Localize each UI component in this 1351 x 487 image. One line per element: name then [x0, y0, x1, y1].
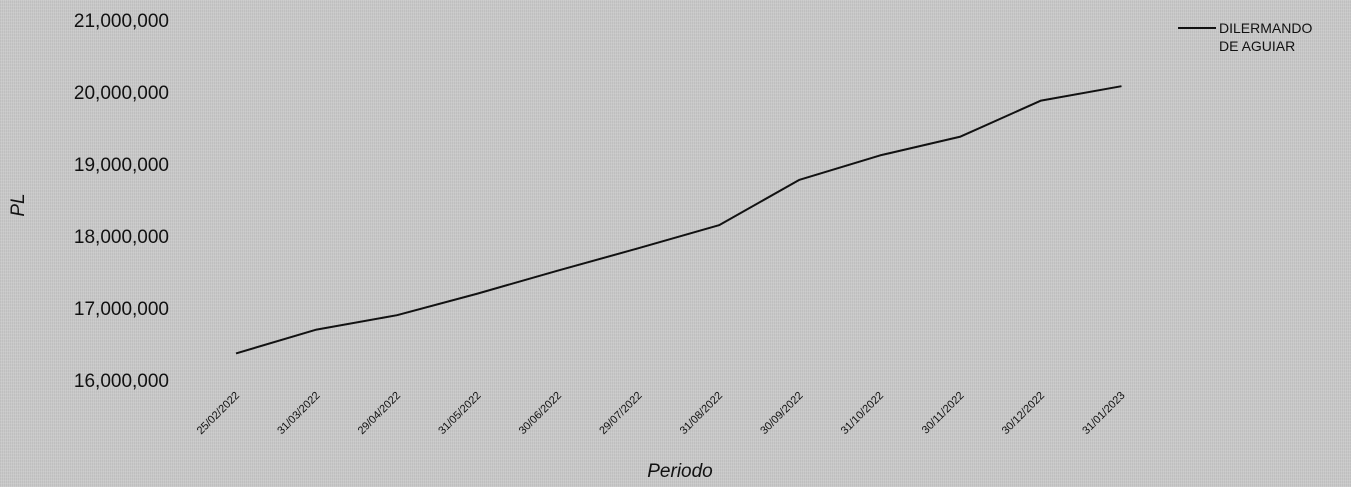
x-tick-label: 30/06/2022: [517, 390, 564, 437]
y-axis: 16,000,000 17,000,000 18,000,000 19,000,000…: [74, 11, 169, 392]
legend-label-line-1: DILERMANDO: [1219, 20, 1312, 36]
x-tick-label: 31/05/2022: [436, 390, 483, 437]
y-tick-label: 19,000,000: [74, 155, 169, 176]
x-tick-label: 31/10/2022: [839, 390, 886, 437]
y-tick-label: 21,000,000: [74, 11, 169, 32]
x-tick-label: 29/07/2022: [597, 390, 644, 437]
y-tick-label: 20,000,000: [74, 83, 169, 104]
x-tick-label: 31/03/2022: [275, 390, 322, 437]
x-tick-label: 29/04/2022: [356, 390, 403, 437]
y-tick-label: 18,000,000: [74, 227, 169, 248]
series-layer: [235, 85, 1122, 355]
x-tick-label: 31/01/2023: [1080, 390, 1127, 437]
legend-label-line-2: DE AGUIAR: [1219, 38, 1295, 54]
x-tick-label: 30/09/2022: [758, 390, 805, 437]
x-axis: 25/02/2022 31/03/2022 29/04/2022 31/05/2022…: [195, 390, 1128, 437]
y-axis-title: PL: [8, 193, 29, 216]
series-line: [235, 85, 1122, 355]
y-tick-label: 16,000,000: [74, 371, 169, 392]
x-axis-title: Periodo: [647, 461, 713, 482]
x-tick-label: 25/02/2022: [195, 390, 242, 437]
legend: DILERMANDO DE AGUIAR: [1178, 20, 1312, 54]
x-tick-label: 30/11/2022: [920, 390, 967, 437]
x-tick-label: 31/08/2022: [678, 390, 725, 437]
x-tick-label: 30/12/2022: [1000, 390, 1047, 437]
y-tick-label: 17,000,000: [74, 299, 169, 320]
